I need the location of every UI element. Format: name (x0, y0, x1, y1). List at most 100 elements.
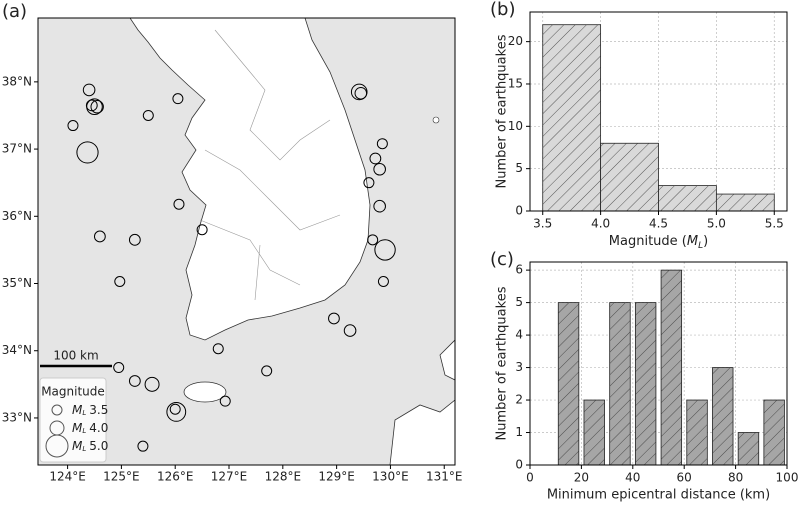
earthquake (261, 365, 273, 377)
earthquake (196, 224, 208, 236)
bar-hatch (600, 143, 659, 211)
earthquake (363, 177, 375, 189)
y-tick-label: 5 (515, 295, 523, 309)
earthquake (169, 403, 181, 415)
legend-symbol: M (72, 403, 83, 417)
bar-hatch (716, 194, 775, 211)
x-tick-label: 5.0 (707, 217, 726, 231)
x-tick-label: 100 (776, 471, 799, 485)
x-tick-label: 126°E (157, 470, 194, 484)
legend-subscript: L (82, 427, 86, 435)
y-tick-label: 4 (515, 328, 523, 342)
legend-subscript: L (82, 445, 86, 453)
plot-frame (529, 11, 788, 212)
legend-value: 5.0 (89, 439, 108, 453)
bar-hatch (609, 302, 631, 465)
earthquake (90, 100, 104, 114)
earthquake (374, 239, 396, 261)
axis-label: Magnitude (ML) (609, 234, 708, 251)
bar-hatch (635, 302, 656, 465)
x-tick-label: 125°E (103, 470, 140, 484)
y-tick-label: 15 (508, 76, 523, 90)
earthquake (67, 120, 79, 132)
x-tick-label: 40 (625, 471, 640, 485)
earthquake (376, 138, 388, 150)
x-tick-label: 127°E (211, 470, 248, 484)
legend-symbol: M (72, 421, 83, 435)
earthquake (128, 233, 141, 246)
bar-hatch (763, 400, 785, 465)
x-tick-label: 131°E (426, 470, 463, 484)
x-tick-label: 5.5 (765, 217, 784, 231)
label-part: Magnitude ( (609, 234, 687, 249)
earthquake (76, 141, 99, 164)
x-tick-label: 4.0 (591, 217, 610, 231)
y-tick-label: 35°N (2, 276, 32, 290)
earthquake (166, 401, 187, 422)
legend-label: ML 3.5 (72, 403, 108, 418)
earthquake (172, 93, 184, 105)
legend-symbol: M (72, 439, 83, 453)
y-tick-label: 5 (515, 161, 523, 175)
bar-hatch (658, 185, 717, 211)
y-axis-label: Number of earthquakes (495, 34, 510, 188)
label-part: M (687, 234, 698, 249)
earthquake (377, 275, 389, 287)
legend-value: 3.5 (89, 403, 108, 417)
earthquake (144, 376, 160, 392)
earthquake (142, 109, 154, 121)
earthquake (369, 152, 382, 165)
plot-frame (529, 261, 788, 466)
x-tick-label: 124°E (49, 470, 86, 484)
bar-hatch (542, 24, 601, 211)
y-tick-label: 3 (515, 360, 523, 374)
bar-hatch (583, 400, 605, 465)
earthquake (328, 312, 340, 325)
bar-hatch (558, 302, 579, 465)
x-tick-label: 3.5 (533, 217, 552, 231)
legend-label: ML 5.0 (72, 439, 108, 454)
legend-label: ML 4.0 (72, 421, 108, 436)
earthquake (373, 162, 386, 176)
panel-label: (a) (2, 1, 27, 22)
y-tick-label: 6 (515, 263, 523, 277)
x-tick-label: 128°E (265, 470, 302, 484)
y-tick-label: 10 (508, 119, 523, 133)
x-tick-label: 130°E (372, 470, 409, 484)
legend-marker (45, 434, 69, 458)
y-axis-label: Number of earthquakes (495, 286, 510, 440)
scale-label: 100 km (53, 349, 98, 363)
y-tick-label: 2 (515, 393, 523, 407)
earthquake (137, 440, 149, 452)
x-tick-label: 80 (728, 471, 743, 485)
legend-subscript: L (82, 409, 86, 417)
label-part: ) (703, 234, 708, 249)
bar-hatch (661, 270, 682, 465)
legend-title: Magnitude (41, 385, 105, 399)
x-tick-label: 20 (574, 471, 589, 485)
earthquake (343, 324, 357, 337)
earthquake (113, 362, 125, 374)
y-tick-label: 1 (515, 425, 523, 439)
x-tick-label: 60 (677, 471, 692, 485)
y-tick-label: 0 (515, 458, 523, 472)
bar-hatch (686, 400, 708, 465)
label-part: L (698, 241, 703, 251)
y-tick-label: 33°N (2, 410, 32, 424)
y-tick-label: 0 (515, 204, 523, 218)
earthquake (212, 343, 224, 355)
earthquake (350, 83, 368, 101)
earthquake (93, 230, 106, 243)
earthquake (114, 275, 126, 287)
y-tick-label: 36°N (2, 209, 32, 223)
earthquake (354, 86, 368, 100)
map-land (129, 18, 455, 465)
legend-marker (51, 404, 63, 416)
x-tick-label: 129°E (318, 470, 355, 484)
earthquake (128, 375, 141, 387)
y-tick-label: 38°N (2, 74, 32, 88)
earthquake (82, 83, 96, 97)
panel-label: (b) (490, 0, 515, 20)
panel-label: (c) (490, 249, 514, 270)
